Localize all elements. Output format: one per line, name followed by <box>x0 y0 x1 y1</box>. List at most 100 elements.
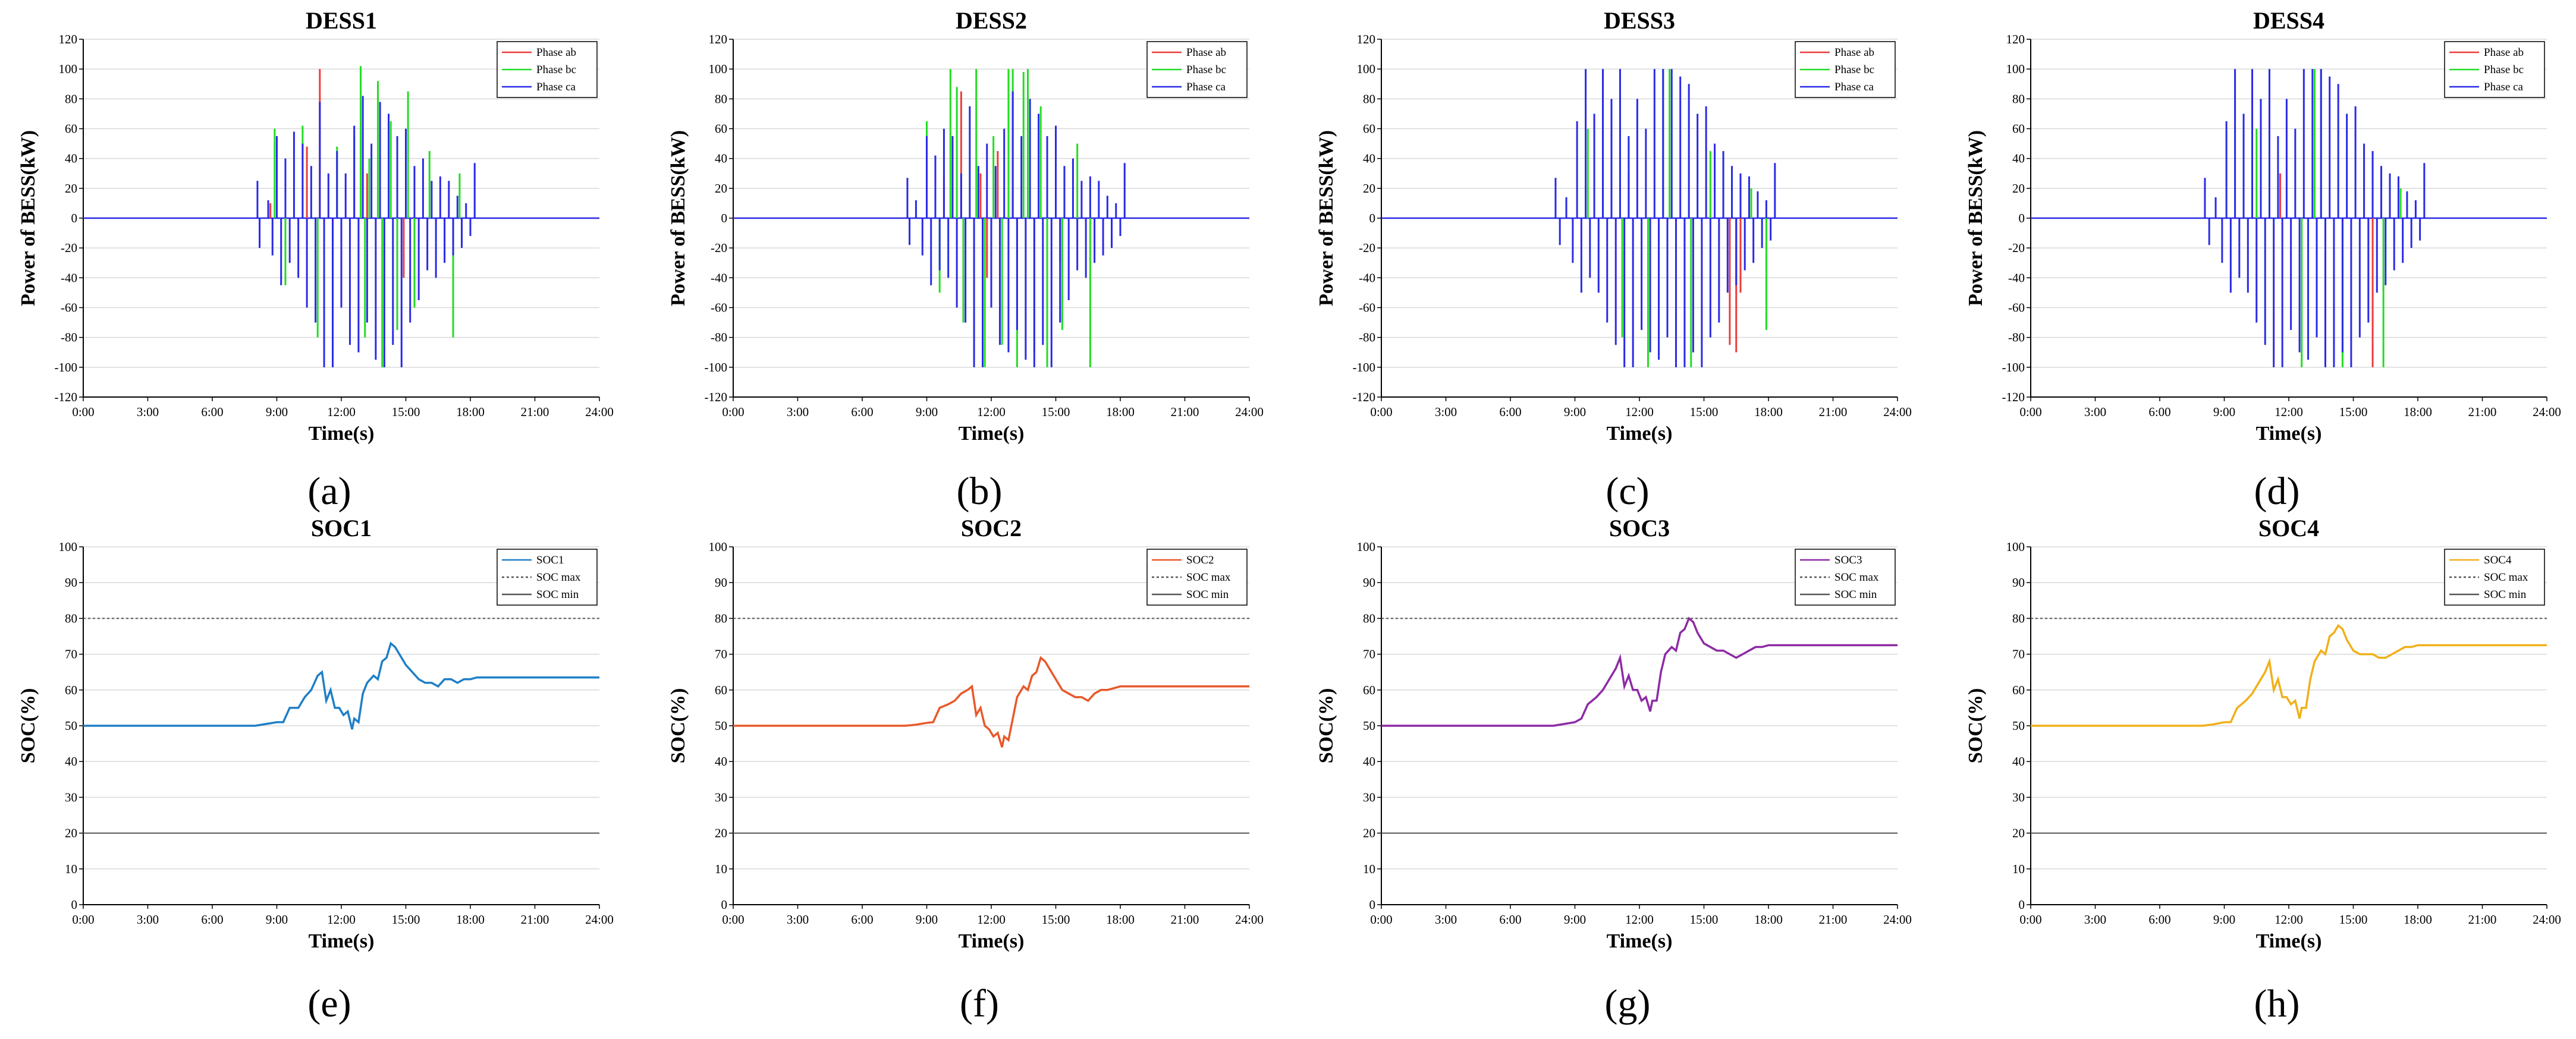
y-tick-label: 30 <box>715 790 727 804</box>
y-tick-label: -20 <box>1359 241 1375 255</box>
panel-label: (b) <box>957 470 1003 513</box>
legend: Phase ab Phase bc Phase ca <box>1146 41 1248 98</box>
y-tick-label: -80 <box>711 330 727 345</box>
y-tick-label: 0 <box>71 211 78 225</box>
y-axis-label: SOC(%) <box>17 688 39 764</box>
y-tick-label: 80 <box>715 92 727 106</box>
y-tick-label: 0 <box>1369 898 1376 912</box>
panel-label: (e) <box>307 982 351 1025</box>
x-axis-label: Time(s) <box>959 930 1025 952</box>
y-tick-label: 30 <box>1363 790 1375 804</box>
x-tick-label: 0:00 <box>1370 912 1392 927</box>
x-tick-label: 12:00 <box>2275 405 2303 419</box>
x-tick-label: 3:00 <box>787 405 809 419</box>
y-tick-label: 100 <box>2006 540 2025 554</box>
x-tick-label: 12:00 <box>977 912 1006 927</box>
legend: Phase ab Phase bc Phase ca <box>1795 41 1896 98</box>
legend-label: Phase bc <box>536 64 576 76</box>
chart-title: SOC4 <box>2258 515 2319 541</box>
legend-label: SOC4 <box>2484 554 2512 566</box>
y-tick-label: 80 <box>715 611 727 625</box>
legend-label: SOC max <box>2484 571 2528 584</box>
y-tick-label: 100 <box>709 62 728 76</box>
plot-area <box>2031 69 2547 367</box>
y-axis-label: SOC(%) <box>1315 688 1337 764</box>
y-tick-label: -120 <box>1353 390 1376 404</box>
x-tick-label: 6:00 <box>2148 405 2170 419</box>
legend: SOC3 SOC max SOC min <box>1795 549 1896 606</box>
legend: Phase ab Phase bc Phase ca <box>497 41 598 98</box>
x-tick-label: 9:00 <box>2213 405 2235 419</box>
y-tick-label: 80 <box>1363 92 1375 106</box>
y-tick-label: 100 <box>1357 540 1376 554</box>
x-tick-label: 12:00 <box>977 405 1006 419</box>
x-tick-label: 15:00 <box>392 912 420 927</box>
soc-line <box>2031 624 2547 727</box>
y-tick-label: 90 <box>1363 575 1375 590</box>
y-tick-label: 0 <box>71 898 78 912</box>
x-tick-label: 21:00 <box>1171 912 1199 927</box>
y-tick-label: 50 <box>715 719 727 733</box>
y-tick-label: 20 <box>715 826 727 840</box>
y-tick-label: -20 <box>61 241 77 255</box>
y-tick-label: -120 <box>705 390 728 404</box>
y-tick-label: 0 <box>721 898 728 912</box>
y-tick-label: 60 <box>715 122 727 136</box>
x-tick-label: 9:00 <box>266 405 288 419</box>
x-tick-label: 24:00 <box>1883 405 1912 419</box>
y-tick-label: 10 <box>2012 862 2025 876</box>
legend-label: Phase bc <box>1834 64 1874 76</box>
y-tick-label: 80 <box>1363 611 1375 625</box>
x-tick-label: 0:00 <box>2019 405 2041 419</box>
chart-title: SOC3 <box>1609 515 1670 541</box>
y-tick-label: 60 <box>2012 683 2025 697</box>
y-tick-label: 50 <box>65 719 77 733</box>
panel-label: (f) <box>960 982 999 1025</box>
y-tick-label: 90 <box>2012 575 2025 590</box>
y-axis-label: Power of BESS(kW) <box>17 130 39 306</box>
plot-area <box>1381 69 1898 367</box>
chart-2: -120 -100 -80 -60 -40 -20 0 20 40 60 80 100 120 0:00 3… <box>667 7 1264 513</box>
y-tick-label: 70 <box>65 647 77 662</box>
y-tick-label: 100 <box>59 62 78 76</box>
y-tick-label: -80 <box>61 330 77 345</box>
y-tick-label: 20 <box>2012 826 2025 840</box>
y-tick-label: 0 <box>1369 211 1376 225</box>
x-tick-label: 3:00 <box>2084 405 2106 419</box>
y-axis-label: SOC(%) <box>667 688 689 764</box>
legend-label: Phase ab <box>2484 46 2524 59</box>
y-tick-label: -40 <box>2008 270 2025 285</box>
y-axis-label: Power of BESS(kW) <box>1965 130 1987 306</box>
x-tick-label: 18:00 <box>1754 912 1783 927</box>
y-tick-label: -40 <box>1359 270 1375 285</box>
panel-label: (g) <box>1605 982 1651 1025</box>
x-tick-label: 0:00 <box>722 912 744 927</box>
y-tick-label: -100 <box>1353 360 1376 374</box>
x-tick-label: 9:00 <box>1564 405 1586 419</box>
y-tick-label: 20 <box>715 181 727 196</box>
x-tick-label: 18:00 <box>2404 405 2432 419</box>
x-axis-label: Time(s) <box>959 423 1025 445</box>
x-axis-label: Time(s) <box>1607 423 1673 445</box>
chart-title: DESS4 <box>2253 7 2324 34</box>
x-tick-label: 18:00 <box>1106 405 1135 419</box>
chart-3: -120 -100 -80 -60 -40 -20 0 20 40 60 80 100 120 0:00 3… <box>1315 7 1912 513</box>
x-tick-label: 15:00 <box>392 405 420 419</box>
y-tick-label: 30 <box>2012 790 2025 804</box>
y-tick-label: 40 <box>2012 754 2025 769</box>
x-tick-label: 15:00 <box>1042 405 1070 419</box>
y-tick-label: 70 <box>715 647 727 662</box>
y-tick-label: 40 <box>1363 152 1375 166</box>
soc-line <box>733 656 1249 748</box>
x-tick-label: 18:00 <box>1106 912 1135 927</box>
y-tick-label: -80 <box>1359 330 1375 345</box>
chart-4: -120 -100 -80 -60 -40 -20 0 20 40 60 80 100 120 0:00 3… <box>1965 7 2561 513</box>
legend: SOC1 SOC max SOC min <box>497 549 598 606</box>
y-tick-label: 100 <box>2006 62 2025 76</box>
x-tick-label: 24:00 <box>2533 405 2561 419</box>
chart-8: 0 10 20 30 40 50 60 70 80 90 100 0:00 3:00 6:00 9:00 12… <box>1965 515 2561 1025</box>
x-tick-label: 24:00 <box>1235 912 1264 927</box>
legend-label: SOC max <box>1834 571 1879 584</box>
chart-title: DESS2 <box>956 7 1027 34</box>
y-tick-label: -60 <box>1359 301 1375 315</box>
